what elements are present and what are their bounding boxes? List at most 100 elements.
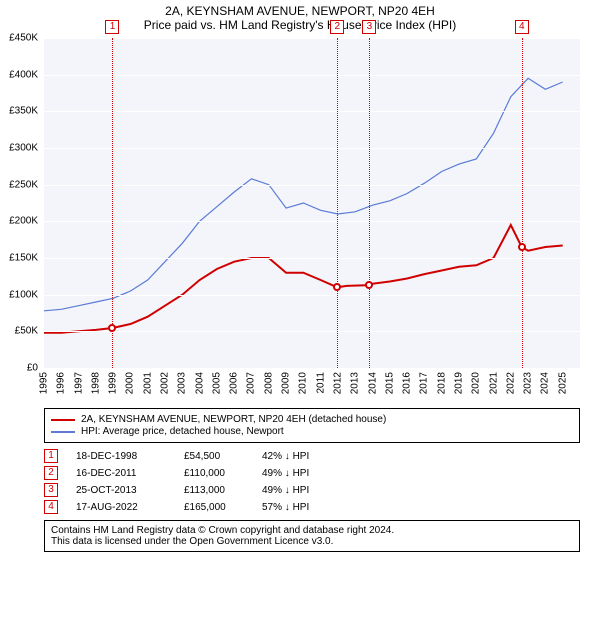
x-tick-label: 2001: [142, 372, 153, 394]
x-tick-label: 1996: [56, 372, 67, 394]
tx-pct: 42% ↓ HPI: [262, 451, 352, 462]
x-tick-label: 2021: [488, 372, 499, 394]
x-tick-label: 2008: [263, 372, 274, 394]
marker-dot-4: [518, 243, 526, 251]
x-tick-label: 2003: [177, 372, 188, 394]
x-tick-label: 2009: [281, 372, 292, 394]
x-tick-label: 1999: [108, 372, 119, 394]
marker-box-2: 2: [330, 20, 344, 34]
gridline-h: [44, 38, 580, 39]
gridline-h: [44, 295, 580, 296]
marker-box-4: 4: [515, 20, 529, 34]
footer-line-1: Contains HM Land Registry data © Crown c…: [51, 525, 573, 536]
x-tick-label: 2022: [505, 372, 516, 394]
x-tick-label: 1995: [39, 372, 50, 394]
marker-box-1: 1: [105, 20, 119, 34]
attribution-footer: Contains HM Land Registry data © Crown c…: [44, 520, 580, 552]
x-tick-label: 2014: [367, 372, 378, 394]
tx-num: 1: [44, 449, 58, 463]
gridline-h: [44, 75, 580, 76]
chart-plot-area: £0£50K£100K£150K£200K£250K£300K£350K£400…: [44, 38, 580, 368]
y-tick-label: £0: [27, 363, 38, 374]
chart-legend: 2A, KEYNSHAM AVENUE, NEWPORT, NP20 4EH (…: [44, 408, 580, 443]
y-tick-label: £450K: [9, 33, 38, 44]
marker-line-1: [112, 38, 113, 368]
x-tick-label: 2005: [211, 372, 222, 394]
x-tick-label: 2002: [160, 372, 171, 394]
marker-line-4: [522, 38, 523, 368]
y-tick-label: £350K: [9, 106, 38, 117]
x-tick-label: 2007: [246, 372, 257, 394]
footer-line-2: This data is licensed under the Open Gov…: [51, 536, 573, 547]
x-tick-label: 2006: [229, 372, 240, 394]
x-tick-label: 2024: [540, 372, 551, 394]
marker-line-3: [369, 38, 370, 368]
tx-date: 25-OCT-2013: [76, 485, 166, 496]
x-tick-label: 2020: [471, 372, 482, 394]
tx-row: 3 25-OCT-2013 £113,000 49% ↓ HPI: [44, 483, 580, 497]
tx-price: £113,000: [184, 485, 244, 496]
x-tick-label: 2023: [523, 372, 534, 394]
tx-price: £54,500: [184, 451, 244, 462]
y-tick-label: £400K: [9, 69, 38, 80]
transactions-table: 1 18-DEC-1998 £54,500 42% ↓ HPI 2 16-DEC-2011…: [44, 449, 580, 514]
tx-row: 1 18-DEC-1998 £54,500 42% ↓ HPI: [44, 449, 580, 463]
series-hpi: [44, 78, 563, 310]
tx-row: 2 16-DEC-2011 £110,000 49% ↓ HPI: [44, 466, 580, 480]
marker-line-2: [337, 38, 338, 368]
tx-price: £165,000: [184, 502, 244, 513]
marker-dot-3: [365, 281, 373, 289]
legend-row-subject: 2A, KEYNSHAM AVENUE, NEWPORT, NP20 4EH (…: [51, 414, 573, 425]
series-subject: [44, 225, 563, 333]
marker-dot-2: [333, 283, 341, 291]
y-tick-label: £250K: [9, 179, 38, 190]
tx-pct: 49% ↓ HPI: [262, 468, 352, 479]
x-tick-label: 2013: [350, 372, 361, 394]
y-tick-label: £50K: [15, 326, 38, 337]
tx-pct: 57% ↓ HPI: [262, 502, 352, 513]
x-tick-label: 2018: [436, 372, 447, 394]
y-tick-label: £100K: [9, 289, 38, 300]
gridline-h: [44, 185, 580, 186]
chart-subtitle: Price paid vs. HM Land Registry's House …: [0, 18, 600, 36]
tx-num: 3: [44, 483, 58, 497]
x-tick-label: 2012: [332, 372, 343, 394]
x-tick-label: 2000: [125, 372, 136, 394]
gridline-h: [44, 221, 580, 222]
gridline-h: [44, 258, 580, 259]
tx-num: 4: [44, 500, 58, 514]
x-tick-label: 2010: [298, 372, 309, 394]
legend-swatch-subject: [51, 419, 75, 421]
tx-pct: 49% ↓ HPI: [262, 485, 352, 496]
legend-row-hpi: HPI: Average price, detached house, Newp…: [51, 426, 573, 437]
x-tick-label: 2025: [557, 372, 568, 394]
x-tick-label: 1998: [90, 372, 101, 394]
chart-lines-svg: [44, 38, 580, 368]
gridline-h: [44, 368, 580, 369]
tx-date: 17-AUG-2022: [76, 502, 166, 513]
legend-label-subject: 2A, KEYNSHAM AVENUE, NEWPORT, NP20 4EH (…: [81, 414, 386, 425]
x-tick-label: 2019: [453, 372, 464, 394]
y-tick-label: £300K: [9, 143, 38, 154]
marker-box-3: 3: [362, 20, 376, 34]
x-tick-label: 1997: [73, 372, 84, 394]
x-tick-label: 2004: [194, 372, 205, 394]
tx-row: 4 17-AUG-2022 £165,000 57% ↓ HPI: [44, 500, 580, 514]
x-tick-label: 2011: [315, 372, 326, 394]
tx-date: 18-DEC-1998: [76, 451, 166, 462]
chart-title: 2A, KEYNSHAM AVENUE, NEWPORT, NP20 4EH: [0, 0, 600, 18]
y-tick-label: £150K: [9, 253, 38, 264]
gridline-h: [44, 148, 580, 149]
gridline-h: [44, 331, 580, 332]
y-tick-label: £200K: [9, 216, 38, 227]
legend-label-hpi: HPI: Average price, detached house, Newp…: [81, 426, 284, 437]
x-tick-label: 2016: [402, 372, 413, 394]
x-tick-label: 2015: [384, 372, 395, 394]
legend-swatch-hpi: [51, 431, 75, 433]
tx-price: £110,000: [184, 468, 244, 479]
marker-dot-1: [108, 324, 116, 332]
tx-num: 2: [44, 466, 58, 480]
gridline-h: [44, 111, 580, 112]
tx-date: 16-DEC-2011: [76, 468, 166, 479]
x-tick-label: 2017: [419, 372, 430, 394]
